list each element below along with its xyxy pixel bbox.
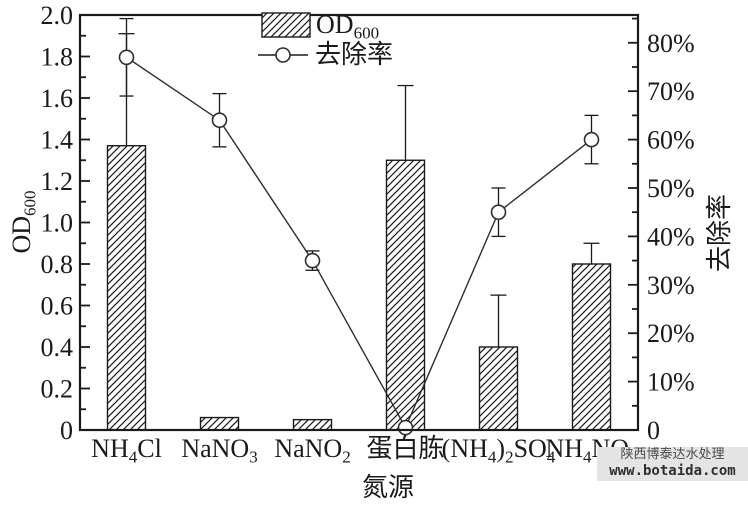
right-axis-tick-label: 40% — [647, 222, 695, 251]
right-axis-title: 去除率 — [705, 194, 734, 272]
marker-蛋白胨 — [397, 419, 414, 436]
plot-frame — [78, 13, 640, 432]
bar-蛋白胨 — [385, 159, 426, 431]
x-axis-title: 氮源 — [362, 473, 414, 502]
left-axis-tick-label: 1.0 — [41, 209, 74, 238]
bars-group — [106, 145, 612, 431]
x-tick-label-NaNO3: NaNO3 — [181, 434, 257, 467]
legend-od600-swatch — [261, 12, 311, 38]
left-axis-tick-label: 1.4 — [41, 126, 74, 155]
marker-NaNO3 — [211, 112, 228, 129]
right-axis-tick-label: 20% — [647, 319, 695, 348]
left-axis-tick-label: 1.6 — [41, 84, 74, 113]
x-tick-label-NaNO2: NaNO2 — [274, 434, 350, 467]
bar-NaNO2 — [292, 418, 333, 431]
bar-(NH4)2SO4 — [478, 346, 519, 431]
right-axis-tick-label: 50% — [647, 174, 695, 203]
right-axis-tick-label: 80% — [647, 29, 695, 58]
watermark: 陕西博泰达水处理 www.botaida.com — [597, 447, 748, 481]
left-axis-tick-label: 0.6 — [41, 292, 74, 321]
bar-NH4Cl — [106, 145, 147, 431]
legend-removal-label: 去除率 — [315, 40, 393, 69]
x-tick-label-(NH4)2SO4: (NH4)2SO4 — [442, 434, 556, 467]
axes-group: 0 0.2 0.4 0.6 0.8 1.0 1.2 1.4 1.6 1.8 2.0 0 10% 20% 30… — [7, 1, 734, 502]
left-axis-tick-label: 1.2 — [41, 167, 74, 196]
removal-rate-line — [126, 56, 592, 430]
right-axis-tick-label: 0 — [647, 416, 660, 445]
left-axis-tick-label: 0.8 — [41, 250, 74, 279]
bar-NaNO3 — [199, 416, 240, 431]
left-axis-tick-label: 0.2 — [41, 375, 74, 404]
right-axis-tick-label: 60% — [647, 126, 695, 155]
marker-NH4NO3 — [583, 131, 600, 148]
legend-od600-label: OD600 — [316, 10, 379, 43]
marker-NH4Cl — [118, 49, 135, 66]
left-axis-tick-label: 1.8 — [41, 43, 74, 72]
marker-(NH4)2SO4 — [490, 204, 507, 220]
watermark-url-text: www.botaida.com — [609, 463, 736, 480]
right-axis-tick-label: 10% — [647, 368, 695, 397]
right-axis-tick-label: 70% — [647, 77, 695, 106]
line-series-group — [118, 17, 600, 436]
left-axis-title: OD600 — [7, 190, 40, 253]
x-tick-label-NH4Cl: NH4Cl — [91, 434, 162, 467]
left-axis-tick-label: 0 — [60, 416, 73, 445]
left-axis-tick-label: 2.0 — [41, 1, 74, 30]
legend-removal-marker — [275, 47, 291, 63]
bar-NH4NO3 — [571, 263, 612, 431]
x-tick-label-蛋白胨: 蛋白胨 — [366, 434, 444, 463]
watermark-company-text: 陕西博泰达水处理 — [620, 447, 725, 463]
marker-NaNO2 — [304, 252, 321, 269]
left-axis-tick-label: 0.4 — [41, 333, 74, 362]
right-axis-tick-label: 30% — [647, 271, 695, 300]
